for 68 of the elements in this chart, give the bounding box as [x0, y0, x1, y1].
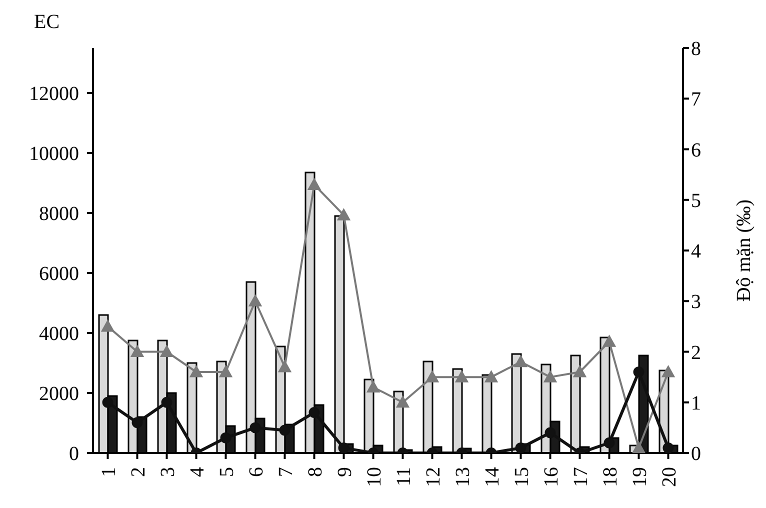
x-tick-label: 15 [510, 467, 533, 487]
y-tick-label: 2000 [39, 383, 79, 406]
x-tick-label: 11 [392, 467, 415, 486]
y2-tick-label: 0 [691, 443, 701, 466]
x-tick-label: 12 [422, 467, 444, 487]
point [278, 360, 292, 372]
point [544, 370, 557, 382]
point [366, 380, 380, 392]
point [602, 335, 616, 347]
y-tick-label: 4000 [39, 323, 79, 346]
point [279, 424, 290, 436]
x-tick-label: 10 [363, 467, 386, 487]
x-tick-label: 17 [570, 467, 592, 487]
point [132, 417, 143, 428]
x-tick-label: 3 [156, 467, 179, 477]
y-tick-label: 0 [69, 443, 79, 466]
point [308, 178, 321, 190]
point [102, 396, 114, 408]
y-axis-title: EC [34, 11, 60, 33]
x-tick-label: 20 [658, 467, 680, 487]
x-tick-label: 4 [186, 467, 208, 477]
point [248, 294, 262, 306]
y-tick-label: 8000 [39, 203, 79, 226]
y2-tick-label: 6 [691, 139, 701, 162]
x-tick-label: 9 [334, 467, 356, 477]
x-tick-label: 1 [98, 467, 120, 477]
x-tick-label: 14 [481, 467, 504, 487]
y2-tick-label: 5 [691, 190, 701, 212]
point [662, 366, 675, 378]
y-tick-label: 10000 [29, 143, 79, 166]
x-tick-label: 2 [127, 467, 150, 477]
point [633, 366, 644, 378]
x-tick-label: 5 [216, 467, 238, 477]
point [544, 427, 556, 438]
y2-axis-title: Độ mặn (‰) [733, 199, 755, 302]
x-tick-label: 18 [599, 467, 622, 487]
x-tick-label: 7 [274, 467, 297, 477]
point [604, 437, 615, 448]
x-tick-label: 13 [452, 467, 474, 487]
y2-tick-label: 8 [691, 38, 701, 60]
point [426, 370, 439, 382]
point [101, 320, 114, 332]
y2-tick-label: 7 [691, 88, 701, 111]
point [455, 370, 468, 382]
point [337, 208, 350, 220]
point [219, 366, 232, 378]
x-tick-label: 8 [304, 467, 326, 477]
point [308, 407, 320, 418]
point [484, 370, 498, 382]
y2-tick-label: 4 [691, 240, 701, 263]
point [220, 432, 232, 444]
point [130, 345, 144, 358]
y2-tick-label: 2 [691, 342, 701, 364]
x-tick-label: 16 [540, 467, 562, 487]
x-tick-label: 19 [628, 467, 651, 487]
point [573, 366, 586, 378]
point [632, 441, 646, 453]
y2-tick-label: 1 [691, 392, 701, 414]
point [190, 366, 203, 378]
y-tick-label: 12000 [29, 83, 79, 106]
x-tick-label: 6 [245, 467, 268, 477]
point [161, 396, 172, 408]
point [514, 355, 528, 368]
point [250, 422, 261, 434]
point [396, 396, 410, 408]
point [160, 345, 174, 358]
y-tick-label: 6000 [39, 263, 79, 286]
y2-tick-label: 3 [691, 291, 701, 314]
